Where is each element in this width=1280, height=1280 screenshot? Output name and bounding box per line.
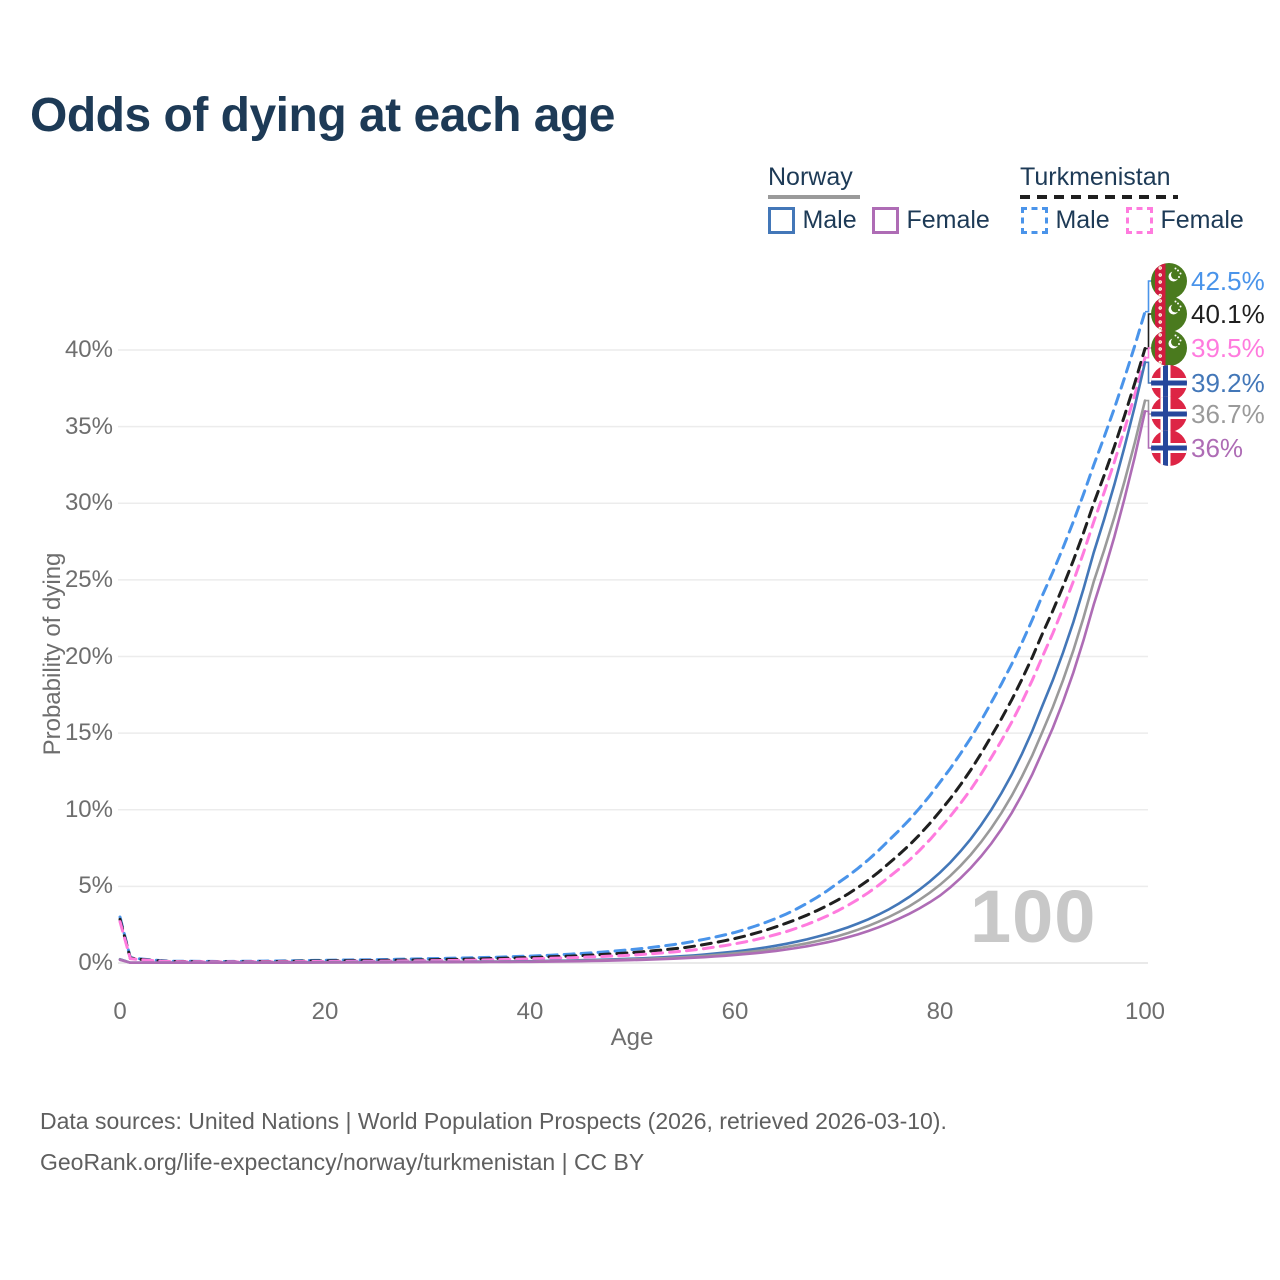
label-leader-line — [1145, 410, 1152, 449]
legend-norway-underline-solid[interactable] — [768, 195, 860, 199]
label-leader-line — [1145, 347, 1152, 359]
turkmenistan-flag-icon — [1151, 330, 1187, 366]
norway-flag-icon — [1151, 396, 1187, 432]
turkmenistan-flag-icon — [1151, 263, 1187, 299]
legend-item-turkmenistan-female[interactable]: Female — [1126, 206, 1244, 235]
y-tick-label: 25% — [64, 565, 113, 593]
legend-group-turkmenistan: Turkmenistan — [1020, 163, 1178, 199]
x-tick-label: 20 — [311, 998, 339, 1025]
series-line-turkmenistan-both-sexes — [118, 347, 1147, 964]
norway-female-swatch-icon — [872, 207, 899, 234]
legend-norway-title[interactable]: Norway — [768, 163, 853, 191]
y-tick-label: 20% — [64, 642, 113, 670]
series-line-norway-male — [118, 361, 1147, 964]
label-leader-line — [1145, 280, 1152, 313]
y-tick-label: 30% — [64, 489, 113, 517]
end-value-label: 39.5% — [1191, 333, 1265, 363]
x-tick-label: 100 — [1124, 998, 1166, 1025]
page-title: Odds of dying at each age — [30, 89, 615, 142]
legend-item-turkmenistan-male[interactable]: Male — [1021, 206, 1110, 235]
max-age-watermark: 100 — [970, 875, 1097, 958]
y-tick-label: 40% — [64, 336, 113, 363]
series-line-norway-both-sexes — [118, 399, 1147, 964]
norway-flag-icon — [1151, 365, 1187, 401]
end-value-label: 42.5% — [1191, 266, 1265, 296]
turkmenistan-female-swatch-icon — [1126, 207, 1153, 234]
legend-turkmenistan-title[interactable]: Turkmenistan — [1020, 163, 1171, 191]
norway-flag-icon — [1151, 430, 1187, 466]
legend-group-norway: Norway — [768, 163, 860, 199]
data-source-note: Data sources: United Nations | World Pop… — [40, 1108, 947, 1134]
legend-item-label: Female — [906, 206, 990, 234]
x-tick-label: 80 — [926, 998, 954, 1025]
x-axis-title: Age — [610, 1024, 654, 1051]
legend-item-norway-female[interactable]: Female — [872, 206, 990, 235]
end-value-label: 39.2% — [1191, 368, 1265, 398]
legend-item-norway-male[interactable]: Male — [768, 206, 857, 235]
turkmenistan-male-swatch-icon — [1021, 207, 1048, 234]
turkmenistan-flag-icon — [1151, 296, 1187, 332]
legend-item-label: Male — [1055, 206, 1110, 234]
end-value-label: 36% — [1191, 433, 1244, 463]
y-tick-label: 10% — [64, 795, 113, 823]
x-tick-label: 40 — [516, 998, 544, 1025]
y-tick-label: 5% — [78, 872, 113, 900]
label-leader-line — [1145, 361, 1152, 384]
legend-turkmenistan-underline-dashed[interactable] — [1020, 195, 1178, 199]
end-value-label: 40.1% — [1191, 299, 1265, 329]
series-line-turkmenistan-female — [118, 356, 1147, 964]
label-leader-line — [1145, 313, 1152, 350]
x-tick-label: 60 — [721, 998, 749, 1025]
legend-item-label: Male — [802, 206, 857, 234]
label-leader-line — [1145, 399, 1152, 415]
x-tick-label: 0 — [113, 998, 127, 1025]
end-value-label: 36.7% — [1191, 399, 1265, 429]
series-line-turkmenistan-male — [118, 310, 1147, 964]
y-tick-label: 0% — [78, 949, 113, 976]
legend-item-label: Female — [1160, 206, 1244, 234]
norway-male-swatch-icon — [768, 207, 795, 234]
attribution-note: GeoRank.org/life-expectancy/norway/turkm… — [40, 1149, 645, 1175]
y-tick-label: 35% — [64, 412, 113, 440]
y-tick-label: 15% — [64, 719, 113, 747]
series-line-norway-female — [118, 410, 1147, 964]
